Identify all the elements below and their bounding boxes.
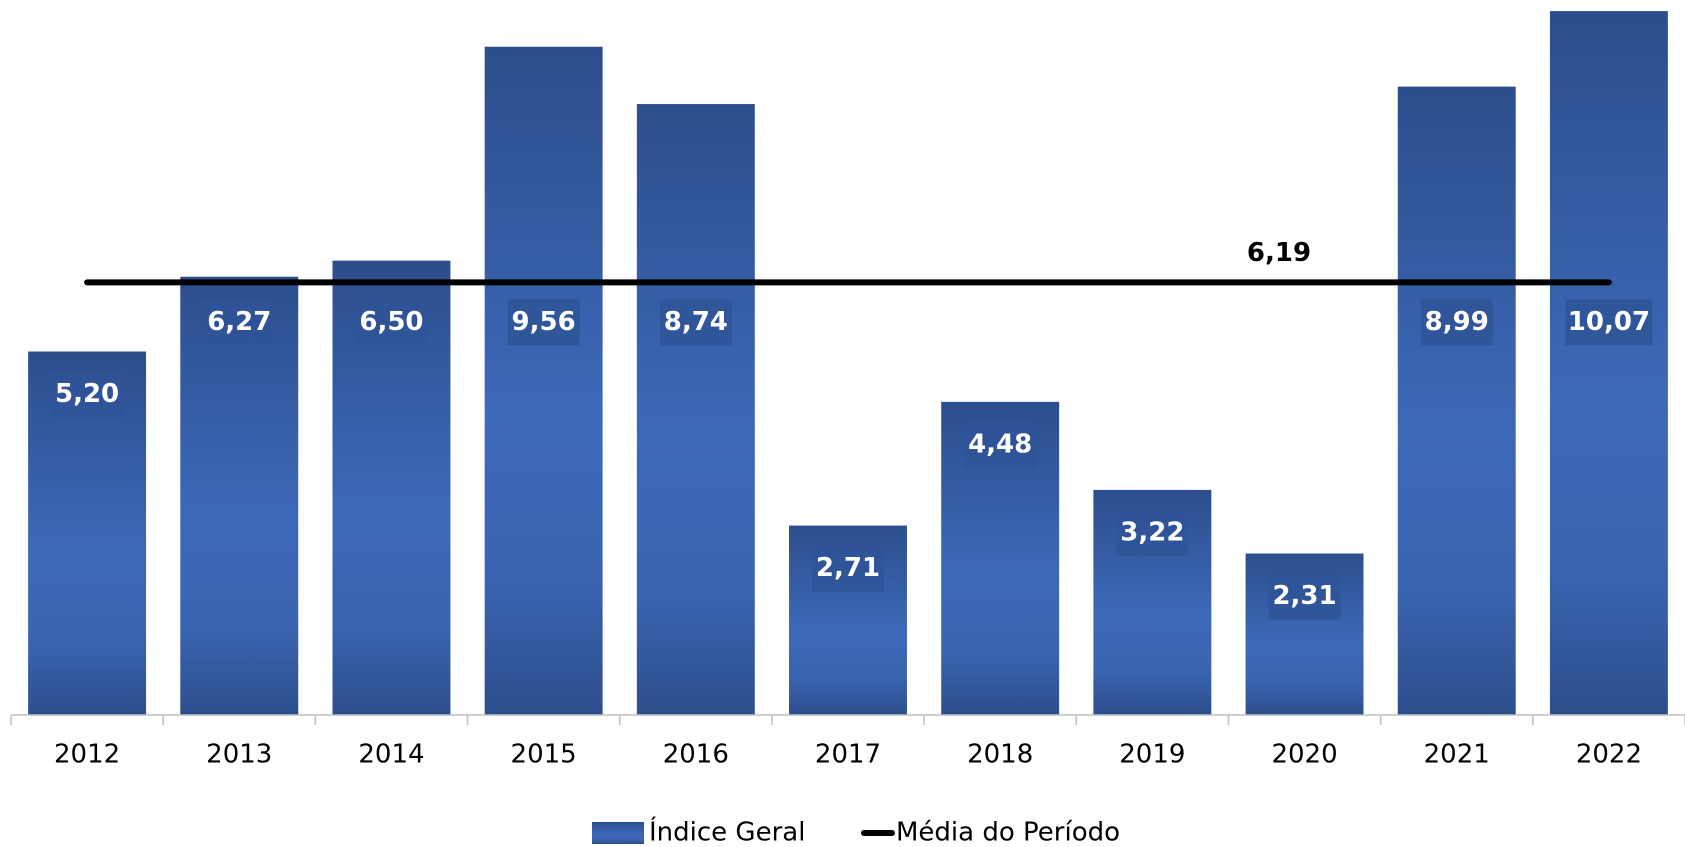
value-label-box	[1268, 573, 1341, 620]
value-label: 10,07	[1568, 307, 1650, 337]
value-label: 6,27	[207, 307, 271, 337]
x-tick-label: 2014	[358, 740, 424, 770]
value-label-box	[964, 421, 1037, 468]
bar	[1549, 11, 1668, 715]
bar	[484, 46, 603, 716]
value-label-box	[51, 371, 124, 418]
x-tick-label: 2016	[663, 740, 729, 770]
value-label: 9,56	[512, 307, 576, 337]
value-label: 8,99	[1425, 307, 1489, 337]
x-tick-label: 2012	[54, 740, 120, 770]
x-tick-label: 2019	[1119, 740, 1185, 770]
value-label: 2,31	[1272, 581, 1336, 611]
legend-label: Média do Período	[896, 818, 1120, 847]
value-label-box	[1420, 299, 1493, 346]
x-tick-label: 2013	[206, 740, 272, 770]
bar	[180, 276, 299, 715]
x-tick-label: 2022	[1576, 740, 1642, 770]
value-label: 2,71	[816, 553, 880, 583]
x-tick-label: 2015	[511, 740, 577, 770]
value-label: 4,48	[968, 429, 1032, 459]
value-label-box	[203, 299, 276, 346]
value-label: 5,20	[55, 379, 119, 409]
value-label-box	[507, 299, 580, 346]
x-tick-label: 2017	[815, 740, 881, 770]
bar	[1397, 86, 1516, 716]
value-label: 3,22	[1120, 517, 1184, 547]
value-label: 6,50	[359, 307, 423, 337]
bar	[636, 104, 755, 715]
x-tick-label: 2021	[1424, 740, 1490, 770]
value-label-box	[659, 299, 732, 346]
legend-label: Índice Geral	[649, 816, 805, 847]
average-label: 6,19	[1247, 238, 1311, 268]
value-label-box	[355, 299, 428, 346]
value-label: 8,74	[664, 307, 728, 337]
x-tick-label: 2018	[967, 740, 1033, 770]
legend-swatch	[592, 822, 644, 844]
value-label-box	[812, 545, 884, 592]
value-label-box	[1116, 509, 1189, 556]
x-tick-label: 2020	[1271, 740, 1337, 770]
value-label-box	[1565, 299, 1653, 346]
